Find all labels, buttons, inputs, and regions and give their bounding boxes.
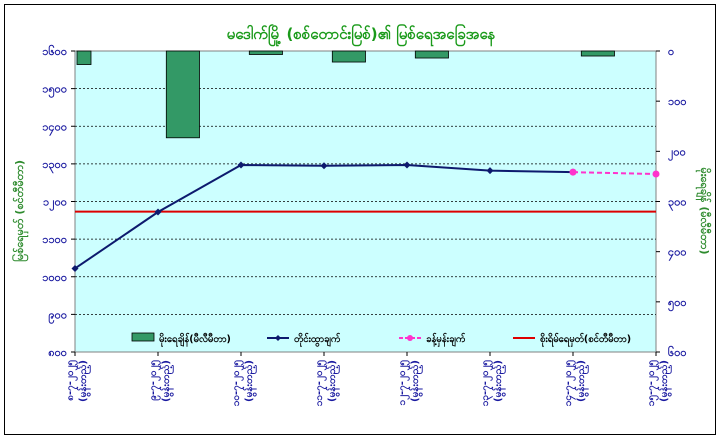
legend-label: ခန့်မှန်းချက် [426, 334, 466, 347]
x-tick-label: ၁၂-၇-၂၀၂၅ (မွန်းတည့်) [397, 360, 424, 406]
y-left-tick-label: ၈၀၀ [48, 346, 67, 359]
x-tick-date: ၉-၇-၂၀၂၅ [148, 360, 162, 401]
x-tick-label: ၁၁-၇-၂၀၂၅ (မွန်းတည့်) [314, 360, 341, 406]
y-right-tick-label: ၀ [668, 45, 674, 58]
observed-point [71, 264, 79, 272]
x-tick-time: (မွန်းတည့်) [242, 360, 258, 402]
y-right-tick-label: ၂၀၀ [668, 145, 686, 161]
y-left-tick-label: ၁၅၀၀ [42, 83, 67, 99]
forecast-point [569, 168, 577, 176]
y-left-tick-label: ၁၄၀၀ [42, 120, 67, 136]
y-left-tick-label: ၉၀၀ [48, 308, 67, 324]
x-tick-time: (မွန်းတည့်) [574, 360, 590, 402]
x-tick-time: (မွန်းတည့်) [76, 360, 92, 402]
y-left-tick-label: ၁၂၀၀ [43, 196, 67, 212]
river-level-chart: မဒေါက်မြို့ (စစ်တောင်းမြစ်)၏ မြစ်ရေအခြေအ… [11, 23, 712, 406]
x-tick-date: ၈-၇-၂၀၂၅ [65, 360, 79, 401]
legend: မိုးရေချိန်(မီလီမီတာ) တိုင်းထွာချက် ခန့်မှ… [131, 332, 631, 347]
y-left-tick-label: ၁၆၀၀ [42, 45, 67, 58]
observed-point [154, 208, 162, 216]
rainfall-bar [414, 50, 449, 59]
y-left-tick-label: ၁၀၀၀ [42, 271, 67, 284]
observed-point [237, 161, 245, 169]
forecast-line [572, 171, 657, 176]
series-lines [71, 161, 660, 272]
y-axis-right-label: မိုးရေချိန် (မီလီမီတာ) [695, 168, 712, 255]
rainfall-bar [165, 50, 200, 139]
chart-frame: မဒေါက်မြို့ (စစ်တောင်းမြစ်)၏ မြစ်ရေအခြေအ… [4, 4, 716, 435]
x-tick-time: (မွန်းတည့်) [491, 360, 507, 402]
legend-label: တိုင်းထွာချက် [294, 334, 341, 347]
y-right-tick-label: ၄၀၀ [668, 246, 687, 262]
axis-ticks: ၈၀၀ ၉၀၀ ၁၀၀၀ ၁၁၀၀ ၁၂၀၀ ၁၃၀၀ ၁၄၀၀ ၁၅၀၀ ၁၆၀၀ ၀၁၀၀၂၀… [42, 45, 686, 406]
x-tick-time: (မွန်းတည့်) [159, 360, 175, 402]
y-right-tick-label: ၆၀၀ [668, 346, 687, 359]
rainfall-bars [76, 50, 615, 139]
x-tick-date: ၁၄-၇-၂၀၂၅ [563, 360, 577, 406]
y-left-tick-label: ၁၃၀၀ [42, 158, 67, 174]
observed-point [320, 162, 328, 170]
x-tick-time: (မွန်းတည့်) [408, 360, 424, 402]
observed-point [486, 167, 494, 175]
x-tick-label: ၉-၇-၂၀၂၅ (မွန်းတည့်) [148, 360, 175, 402]
legend-label: မိုးရေချိန်(မီလီမီတာ) [159, 334, 231, 347]
x-tick-date: ၁၀-၇-၂၀၂၅ [231, 360, 245, 406]
rainfall-bar [580, 50, 615, 57]
x-tick-date: ၁၁-၇-၂၀၂၅ [314, 360, 328, 406]
x-tick-label: ၁၄-၇-၂၀၂၅ (မွန်းတည့်) [563, 360, 590, 406]
x-tick-date: ၁၅-၇-၂၀၂၅ [646, 360, 660, 406]
y-right-tick-label: ၁၀၀ [668, 95, 687, 108]
y-left-tick-label: ၁၁၀၀ [42, 233, 67, 246]
legend-marker [407, 335, 413, 341]
x-tick-date: ၁၂-၇-၂၀၂၅ [397, 360, 411, 406]
y-right-tick-label: ၅၀၀ [668, 296, 687, 312]
x-tick-label: ၁၃-၇-၂၀၂၅ (မွန်းတည့်) [480, 360, 507, 406]
rainfall-bar [248, 50, 283, 55]
x-tick-date: ၁၃-၇-၂၀၂၅ [480, 360, 494, 406]
x-tick-label: ၈-၇-၂၀၂၅ (မွန်းတည့်) [65, 360, 92, 402]
observed-point [403, 161, 411, 169]
x-tick-label: ၁၀-၇-၂၀၂၅ (မွန်းတည့်) [231, 360, 258, 406]
y-right-tick-label: ၃၀၀ [668, 196, 687, 212]
legend-label: စိုးရိမ်ရေမှတ်(စင်တီမီတာ) [540, 334, 631, 347]
x-tick-label: ၁၅-၇-၂၀၂၅ (မွန်းတည့်) [646, 360, 673, 406]
x-tick-time: (မွန်းတည့်) [325, 360, 341, 402]
legend-marker [275, 335, 281, 341]
forecast-point [652, 170, 660, 178]
x-tick-time: (မွန်းတည့်) [657, 360, 673, 402]
legend-swatch [131, 332, 155, 342]
y-axis-left-label: မြစ်ရေမှတ် (စင်တီမီတာ) [11, 160, 29, 262]
chart-title: မဒေါက်မြို့ (စစ်တောင်းမြစ်)၏ မြစ်ရေအခြေအ… [227, 23, 496, 47]
rainfall-bar [331, 50, 366, 63]
rainfall-bar [76, 50, 92, 65]
